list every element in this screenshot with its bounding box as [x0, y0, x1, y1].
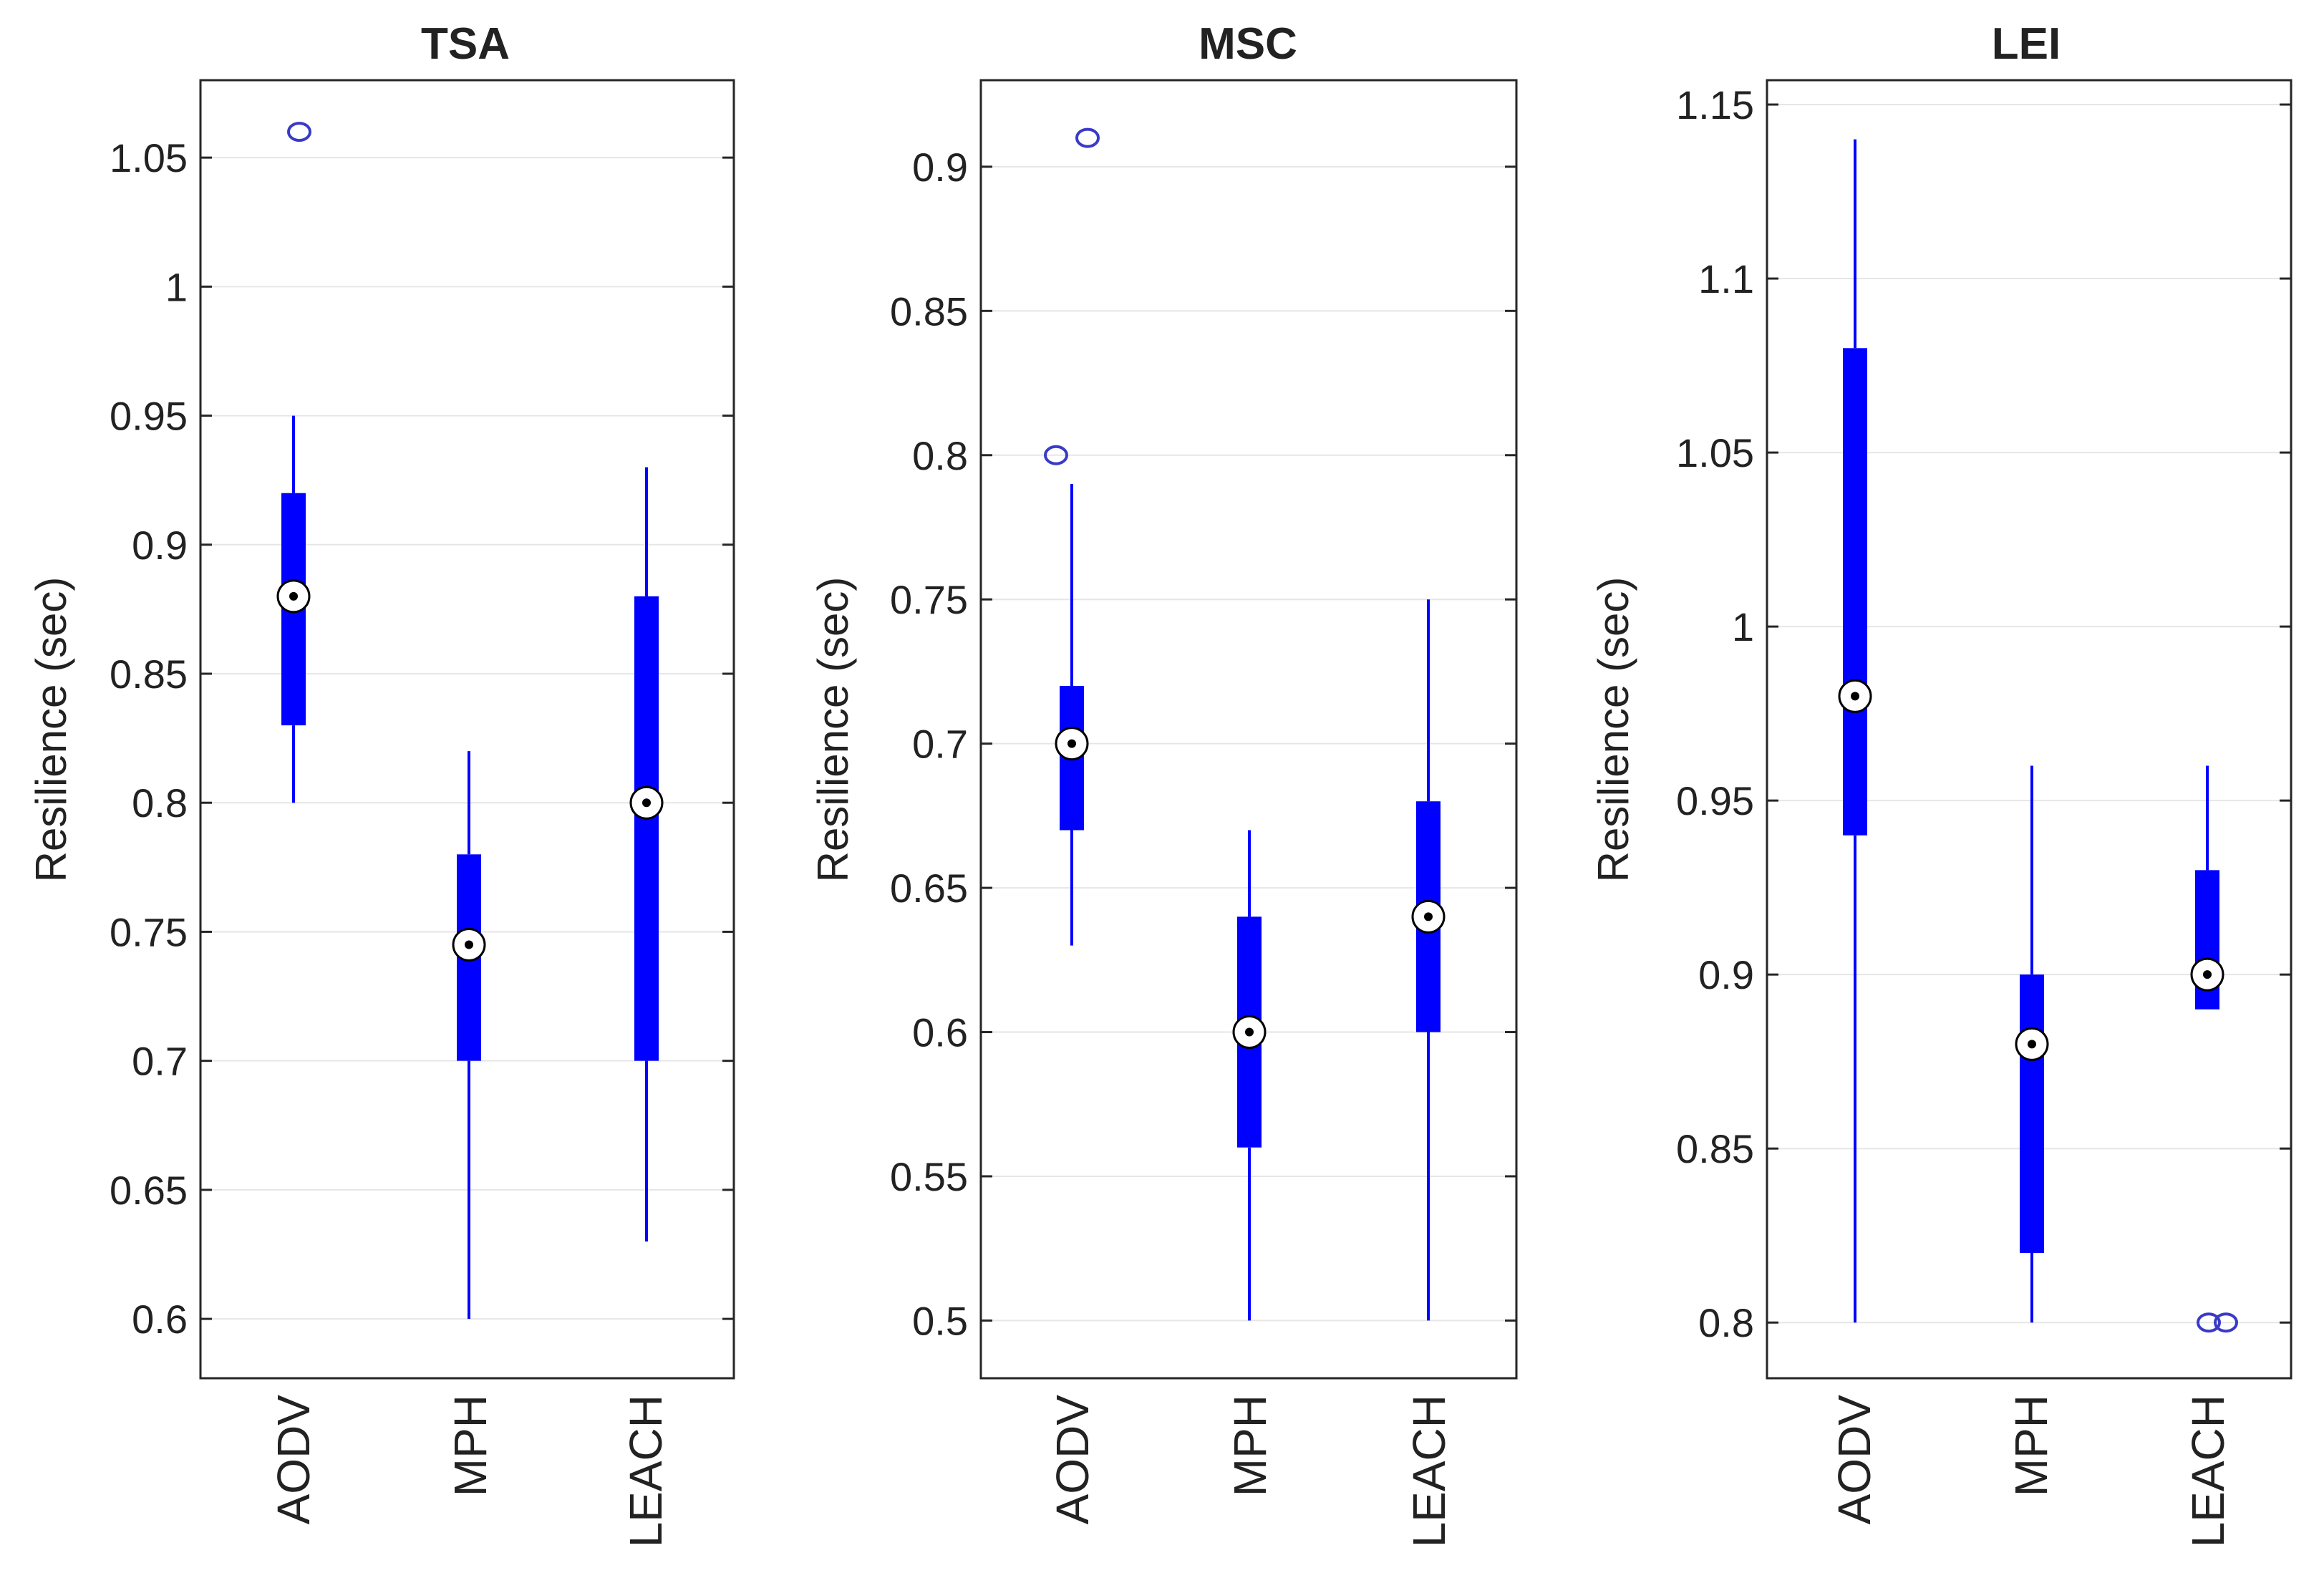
median-dot-mph [2028, 1040, 2036, 1049]
y-axis-label: Resilience (sec) [809, 577, 857, 883]
median-dot-mph [1245, 1027, 1254, 1037]
panel-tsa: TSA Resilience (sec) AODV MPH LEACH 0.6 0… [27, 19, 735, 1547]
category-label-mph: MPH [445, 1395, 496, 1496]
y-tick-label: 0.95 [1676, 778, 1754, 823]
y-tick-label: 1.05 [110, 135, 188, 180]
y-tick-label: 0.75 [890, 577, 968, 622]
panel-title: MSC [1199, 19, 1297, 69]
y-tick-label: 0.9 [132, 523, 188, 568]
box-leach [634, 596, 659, 1061]
y-tick-label: 0.5 [912, 1298, 968, 1343]
panel-title: TSA [421, 19, 510, 69]
category-label-aodv: AODV [1047, 1395, 1098, 1525]
outlier-aodv [1075, 127, 1100, 148]
outlier-aodv [287, 122, 311, 142]
category-label-aodv: AODV [1829, 1395, 1880, 1525]
outlier-leach [2197, 1312, 2221, 1333]
y-tick-label: 0.85 [890, 289, 968, 334]
median-dot-mph [465, 940, 473, 949]
y-tick-label: 1.1 [1698, 256, 1754, 301]
y-tick-label: 0.55 [890, 1154, 968, 1199]
box-aodv [1843, 348, 1867, 836]
y-tick-label: 0.85 [110, 652, 188, 697]
y-tick-label: 0.9 [1698, 952, 1754, 997]
y-tick-label: 0.6 [132, 1297, 188, 1342]
y-tick-label: 0.8 [1698, 1300, 1754, 1345]
category-label-leach: LEACH [620, 1395, 672, 1547]
median-dot-aodv [1067, 739, 1076, 748]
y-tick-label: 0.65 [890, 866, 968, 911]
box-mph [2020, 974, 2044, 1254]
category-label-aodv: AODV [268, 1395, 319, 1525]
median-dot-aodv [1851, 692, 1859, 701]
y-tick-label: 0.85 [1676, 1126, 1754, 1171]
y-tick-label: 0.65 [110, 1168, 188, 1213]
y-tick-label: 0.7 [132, 1039, 188, 1084]
median-dot-leach [642, 798, 651, 808]
category-label-leach: LEACH [2182, 1395, 2234, 1547]
y-tick-label: 1 [1732, 604, 1754, 649]
y-tick-label: 0.7 [912, 722, 968, 767]
panel-msc: MSC Resilience (sec) AODV MPH LEACH 0.5 0… [809, 19, 1518, 1547]
category-label-mph: MPH [1224, 1395, 1276, 1496]
y-tick-label: 1.15 [1676, 82, 1754, 127]
category-label-leach: LEACH [1403, 1395, 1455, 1547]
axes-frame [199, 79, 735, 1380]
axes-frame [979, 79, 1518, 1380]
y-tick-label: 0.6 [912, 1010, 968, 1055]
median-dot-leach [2203, 970, 2212, 979]
outlier-leach [2214, 1312, 2238, 1333]
axes-frame [1766, 79, 2292, 1380]
outlier-aodv [1044, 445, 1068, 465]
y-axis-label: Resilience (sec) [1589, 577, 1637, 883]
median-dot-aodv [289, 591, 298, 601]
y-tick-label: 0.9 [912, 145, 968, 190]
y-tick-label: 1.05 [1676, 430, 1754, 475]
category-label-mph: MPH [2005, 1395, 2057, 1496]
y-tick-label: 0.8 [132, 780, 188, 826]
y-tick-label: 0.75 [110, 909, 188, 954]
panel-title: LEI [1992, 19, 2061, 69]
y-axis-label: Resilience (sec) [27, 577, 75, 883]
y-tick-label: 1 [165, 264, 188, 309]
median-dot-leach [1424, 912, 1433, 921]
panel-lei: LEI Resilience (sec) AODV MPH LEACH 0.8 0… [1589, 19, 2292, 1547]
y-tick-label: 0.8 [912, 433, 968, 478]
y-tick-label: 0.95 [110, 394, 188, 439]
